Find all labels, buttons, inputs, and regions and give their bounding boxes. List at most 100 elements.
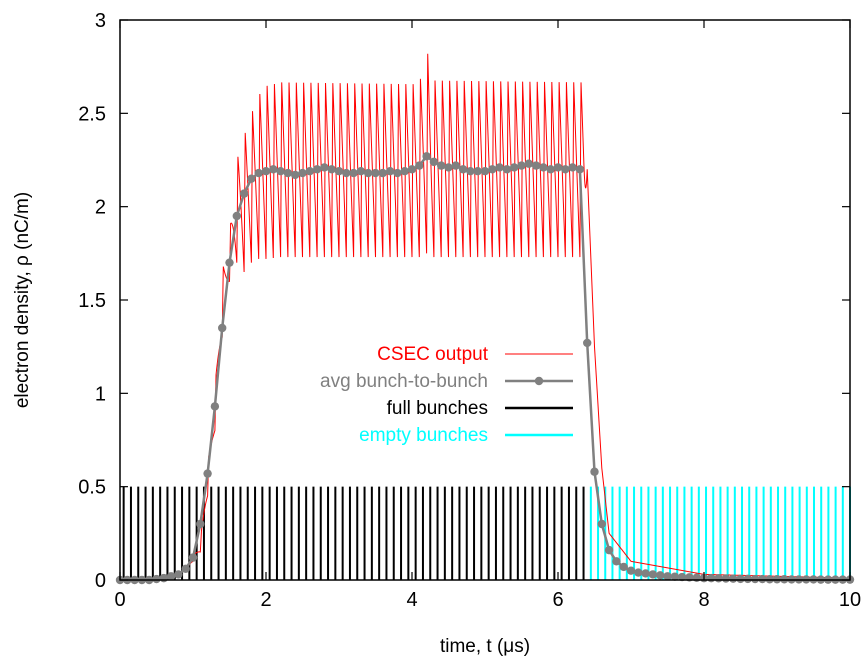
- avg-bunch-point: [561, 165, 570, 174]
- avg-bunch-point: [736, 574, 745, 584]
- y-tick-label: 0: [95, 570, 106, 592]
- avg-bunch-point: [466, 167, 475, 176]
- avg-bunch-point: [626, 566, 636, 575]
- y-tick-label: 2: [95, 197, 106, 219]
- avg-bunch-point: [553, 163, 563, 172]
- plot-frame: [119, 19, 851, 581]
- avg-bunch-point: [342, 168, 351, 178]
- legend-samples: [505, 353, 573, 437]
- tick-labels: 0 2 4 6 8 10 0 0.5 1 1.5 2 2.5 3: [78, 10, 861, 611]
- avg-bunch-point: [247, 174, 256, 183]
- avg-bunch-point: [531, 161, 541, 170]
- avg-bunch-point: [385, 167, 395, 176]
- legend-label-full-bunches: full bunches: [387, 398, 488, 419]
- avg-bunch-series: [115, 152, 855, 585]
- avg-bunch-point: [583, 338, 592, 348]
- x-tick-label: 2: [260, 589, 271, 611]
- avg-bunch-point: [188, 553, 198, 562]
- avg-bunch-point: [276, 167, 285, 176]
- avg-bunch-point: [495, 163, 504, 172]
- avg-bunch-point: [663, 572, 672, 581]
- avg-bunch-point: [269, 165, 278, 174]
- avg-bunch-point: [159, 573, 168, 583]
- avg-bunch-point: [152, 574, 161, 584]
- avg-bunch-point: [312, 165, 322, 174]
- avg-bunch-point: [575, 165, 585, 174]
- avg-bunch-point: [473, 167, 482, 176]
- x-tick-label: 4: [406, 589, 417, 611]
- y-tick-label: 2.5: [78, 103, 106, 125]
- avg-bunch-point: [378, 168, 387, 178]
- avg-bunch-point: [488, 165, 497, 174]
- x-tick-label: 8: [698, 589, 709, 611]
- avg-bunch-point: [298, 168, 307, 178]
- x-tick-label: 6: [552, 589, 563, 611]
- csec-output-series: [119, 53, 850, 581]
- avg-bunch-point: [261, 167, 271, 176]
- avg-bunch-point: [283, 168, 293, 178]
- avg-bunch-point: [239, 189, 249, 198]
- avg-bunch-point: [656, 571, 665, 580]
- avg-bunch-point: [291, 170, 300, 180]
- avg-bunch-point: [305, 167, 314, 176]
- avg-bunch-point: [356, 167, 366, 176]
- avg-bunch-point: [166, 572, 176, 581]
- avg-bunch-point: [174, 570, 183, 579]
- avg-bunch-point: [510, 163, 519, 172]
- avg-bunch-point: [393, 168, 402, 178]
- avg-bunch-point: [429, 157, 439, 167]
- avg-bunch-point: [707, 573, 716, 583]
- avg-bunch-point: [371, 168, 380, 178]
- avg-bunch-point: [729, 574, 738, 583]
- avg-bunch-point: [422, 152, 431, 161]
- avg-bunch-point: [364, 168, 373, 178]
- y-tick-label: 0.5: [78, 477, 106, 499]
- legend-sample-avg-bunch-marker: [534, 376, 544, 386]
- avg-bunch-point: [320, 163, 329, 172]
- avg-bunch-point: [539, 163, 548, 172]
- avg-bunch-point: [181, 564, 190, 573]
- legend-label-csec-output: CSEC output: [377, 344, 489, 365]
- avg-bunch-point: [196, 519, 205, 529]
- avg-bunch-point: [619, 562, 628, 572]
- avg-bunch-point: [210, 402, 220, 411]
- avg-bunch-point: [334, 167, 344, 176]
- avg-bunch-point: [524, 159, 533, 168]
- x-tick-label: 10: [839, 589, 861, 611]
- avg-bunch-point: [597, 519, 606, 529]
- avg-bunch-point: [677, 572, 687, 582]
- avg-bunch-point: [750, 574, 760, 584]
- avg-bunch-point: [721, 574, 731, 583]
- legend-label-empty-bunches: empty bunches: [359, 425, 488, 446]
- avg-bunch-point: [714, 574, 723, 583]
- avg-bunch-point: [218, 323, 227, 333]
- bunch-impulses: [122, 486, 851, 580]
- avg-bunch-point: [232, 211, 241, 221]
- avg-bunch-point: [327, 165, 336, 174]
- avg-bunch-point: [415, 161, 424, 170]
- avg-bunch-point: [743, 574, 752, 584]
- avg-bunch-point: [670, 572, 679, 581]
- y-axis-label: electron density, ρ (nC/m): [12, 192, 33, 408]
- avg-bunch-point: [407, 165, 417, 174]
- avg-bunch-point: [641, 569, 650, 578]
- legend-label-avg-bunch: avg bunch-to-bunch: [320, 371, 488, 392]
- avg-bunch-point: [590, 467, 599, 476]
- y-tick-label: 1.5: [78, 290, 106, 312]
- avg-bunch-point: [546, 165, 555, 174]
- avg-bunch-point: [568, 163, 577, 172]
- avg-bunch-point: [604, 545, 614, 555]
- avg-bunch-point: [502, 165, 512, 174]
- avg-bunch-point: [437, 161, 446, 170]
- avg-bunch-point: [458, 165, 468, 174]
- avg-bunch-point: [254, 168, 263, 178]
- avg-bunch-point: [480, 167, 490, 176]
- avg-bunch-point: [758, 574, 767, 584]
- avg-bunch-point: [648, 570, 658, 579]
- axis-ticks: [119, 19, 851, 581]
- y-tick-label: 1: [95, 383, 106, 405]
- x-axis-label: time, t (μs): [440, 636, 530, 657]
- legend: CSEC output avg bunch-to-bunch full bunc…: [320, 344, 573, 446]
- avg-bunch-point: [451, 161, 460, 170]
- avg-bunch-point: [225, 258, 234, 267]
